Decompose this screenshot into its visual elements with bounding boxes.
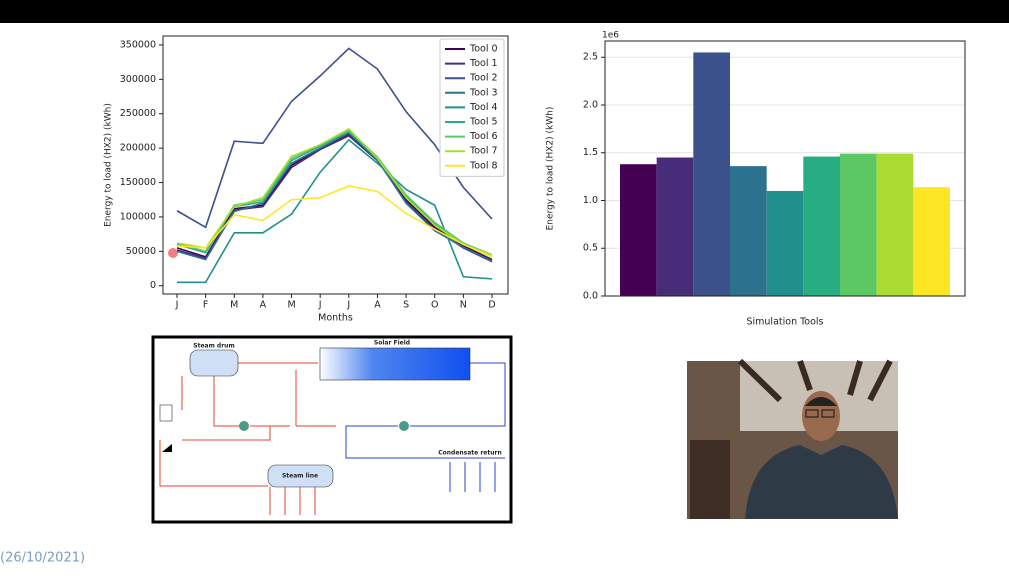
pump xyxy=(399,421,409,431)
legend-label: Tool 3 xyxy=(469,87,498,98)
bar xyxy=(840,153,877,296)
y-axis-label: Energy to load (HX2) (kWh) xyxy=(104,103,114,227)
webcam xyxy=(687,358,898,519)
legend-label: Tool 7 xyxy=(469,146,498,157)
line xyxy=(177,138,493,284)
hoodie xyxy=(745,445,898,519)
legend-label: Tool 6 xyxy=(469,131,498,142)
x-tick-label: F xyxy=(203,300,208,311)
y-tick-label: 200000 xyxy=(120,143,156,154)
x-axis-label: Simulation Tools xyxy=(746,317,823,328)
bar xyxy=(693,52,730,296)
legend-label: Tool 2 xyxy=(469,73,498,84)
x-tick-label: M xyxy=(230,300,238,311)
x-tick-label: O xyxy=(431,300,438,311)
offset-label: 1e6 xyxy=(602,31,619,41)
y-tick-label: 0.0 xyxy=(583,291,598,302)
y-tick-label: 1.5 xyxy=(583,147,598,158)
steam-drum xyxy=(189,349,239,377)
bar xyxy=(913,187,950,296)
bar xyxy=(730,166,767,296)
cursor xyxy=(168,248,178,258)
line xyxy=(176,47,493,229)
x-tick-label: N xyxy=(460,300,467,311)
pump xyxy=(239,421,249,431)
x-tick-label: J xyxy=(175,300,179,311)
y-tick-label: 100000 xyxy=(120,211,156,222)
legend-label: Tool 8 xyxy=(469,160,498,171)
line xyxy=(176,127,493,256)
bookshelf xyxy=(690,440,730,519)
x-tick-label: D xyxy=(488,300,495,311)
bar xyxy=(620,164,657,296)
steam-pipes xyxy=(159,362,336,515)
axes-frame xyxy=(162,35,509,295)
x-tick-label: A xyxy=(374,300,381,311)
legend-box xyxy=(439,38,505,177)
y-tick-label: 2.5 xyxy=(583,52,598,63)
y-tick-label: 50000 xyxy=(126,246,156,257)
bar xyxy=(656,157,694,296)
diagram: Steam drum Solar Field Steam line Conden… xyxy=(151,335,513,524)
diagram-label: Steam line xyxy=(282,473,318,480)
legend-label: Tool 5 xyxy=(469,117,498,128)
x-tick-label: J xyxy=(346,300,350,311)
y-tick-label: 1.0 xyxy=(583,195,598,206)
valve xyxy=(162,444,172,452)
x-tick-label: M xyxy=(287,300,295,311)
diagram-label: Condensate return xyxy=(438,450,501,457)
bar xyxy=(803,156,840,296)
y-tick-label: 0.5 xyxy=(583,243,598,254)
x-tick-label: S xyxy=(403,300,409,311)
line xyxy=(176,185,493,258)
diagram-label: Steam drum xyxy=(193,343,234,350)
legend-label: Tool 4 xyxy=(469,102,498,113)
bar xyxy=(766,190,804,296)
water-pipes xyxy=(345,362,506,492)
y-tick-label: 350000 xyxy=(120,39,156,50)
legend-label: Tool 0 xyxy=(469,44,498,55)
glasses xyxy=(805,409,819,418)
steam-line-vessel xyxy=(267,464,334,488)
axes-frame xyxy=(604,40,966,297)
y-tick-label: 2.0 xyxy=(583,99,598,110)
y-axis-label: Energy to load (HX2) (kWh) xyxy=(546,107,556,231)
x-tick-label: J xyxy=(318,300,322,311)
glasses xyxy=(821,409,835,418)
y-tick-label: 150000 xyxy=(120,177,156,188)
hair xyxy=(805,397,837,406)
footer-date: (26/10/2021) xyxy=(0,551,85,566)
top-bar xyxy=(0,0,1009,23)
beams xyxy=(737,358,893,403)
solar-field xyxy=(319,347,471,381)
y-tick-label: 250000 xyxy=(120,108,156,119)
legend-label: Tool 1 xyxy=(469,58,498,69)
x-axis-label: Months xyxy=(318,313,353,324)
bar xyxy=(876,153,914,296)
y-tick-label: 300000 xyxy=(120,74,156,85)
y-tick-label: 0 xyxy=(150,280,156,291)
diagram-label: Solar Field xyxy=(374,340,410,347)
separator xyxy=(159,404,173,422)
x-tick-label: A xyxy=(260,300,267,311)
